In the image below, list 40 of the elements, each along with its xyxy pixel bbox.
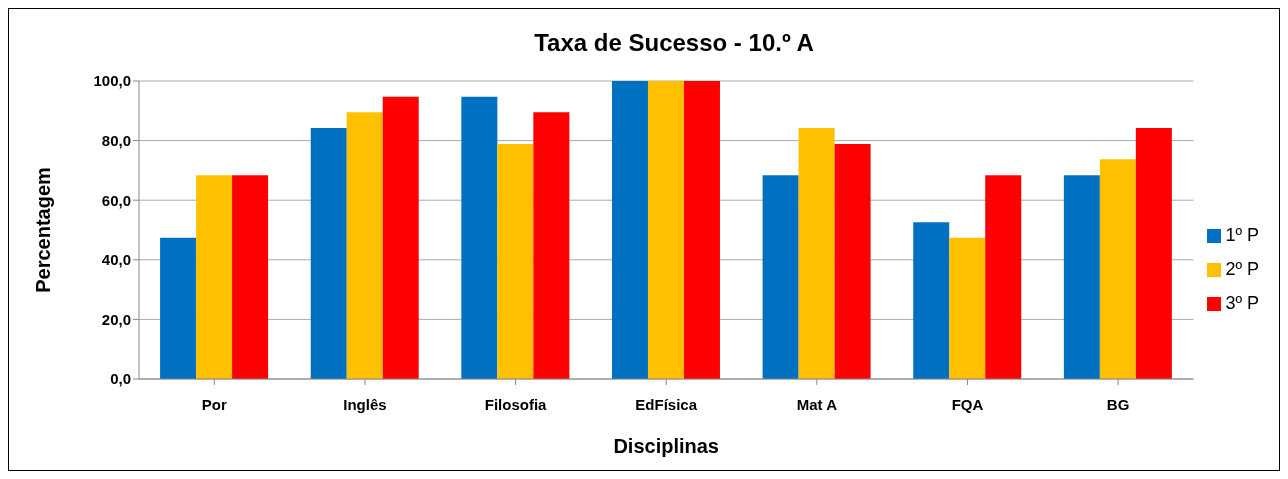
bar xyxy=(762,175,799,379)
x-axis-title: Disciplinas xyxy=(613,435,720,457)
bar xyxy=(611,81,648,379)
x-tick-label: EdFísica xyxy=(635,395,698,413)
chart-title: Taxa de Sucesso - 10.º A xyxy=(533,28,815,58)
y-tick-label: 20,0 xyxy=(101,310,131,328)
bar xyxy=(232,175,269,379)
bar xyxy=(913,222,950,379)
bar xyxy=(834,143,871,379)
bar xyxy=(985,175,1022,379)
x-tick-label: Por xyxy=(201,395,227,413)
y-tick-label: 60,0 xyxy=(101,191,131,209)
bar xyxy=(798,128,835,379)
bar xyxy=(949,237,986,379)
x-tick-label: Inglês xyxy=(343,395,387,413)
y-tick-label: 100,0 xyxy=(93,72,131,90)
x-tick-label: Filosofia xyxy=(484,395,548,413)
bar xyxy=(533,112,570,379)
bar xyxy=(346,112,383,379)
x-tick-label: BG xyxy=(1106,395,1130,413)
bar xyxy=(382,96,419,379)
x-tick-label: FQA xyxy=(951,395,984,413)
legend-label: 2º P xyxy=(1225,259,1259,279)
y-axis-title: Percentagem xyxy=(32,167,55,293)
bar xyxy=(683,81,720,379)
y-tick-label: 0,0 xyxy=(110,370,131,388)
bar xyxy=(1063,175,1100,379)
bar xyxy=(647,81,684,379)
y-tick-label: 80,0 xyxy=(101,131,131,149)
y-tick-label: 40,0 xyxy=(101,251,131,269)
legend-label: 3º P xyxy=(1225,293,1259,313)
bar xyxy=(1099,159,1136,379)
legend-label: 1º P xyxy=(1225,225,1259,245)
bar xyxy=(196,175,233,379)
bar xyxy=(497,143,534,379)
bar xyxy=(310,128,347,379)
bar xyxy=(160,237,197,379)
x-tick-label: Mat A xyxy=(796,395,838,413)
bar xyxy=(461,96,498,379)
bar xyxy=(1135,128,1172,379)
